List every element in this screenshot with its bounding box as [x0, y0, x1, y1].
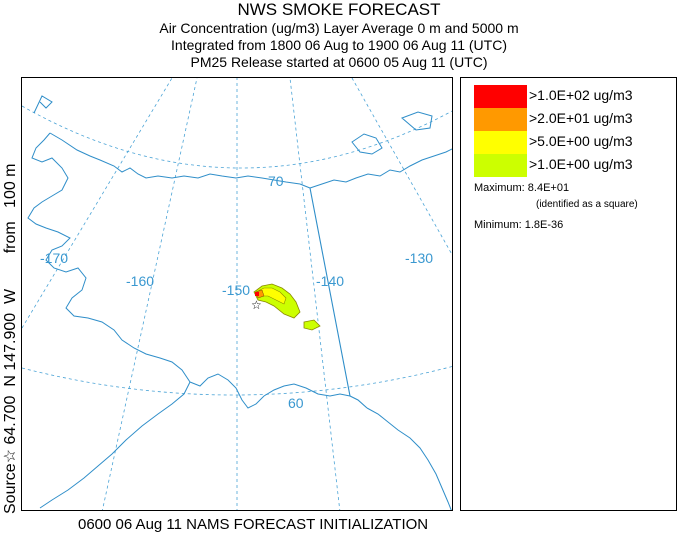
label-lon-160: -160: [126, 273, 154, 289]
legend-swatch-5: [474, 131, 527, 154]
subtitle-layer: Air Concentration (ug/m3) Layer Average …: [159, 20, 519, 36]
lon-line-170: [22, 78, 173, 329]
legend-label-20: >2.0E+01 ug/m3: [529, 110, 633, 126]
label-lon-170: -170: [40, 250, 68, 266]
source-word: Source: [2, 463, 19, 514]
label-lat-60: 60: [288, 395, 304, 411]
source-marker-icon: ☆: [251, 298, 262, 312]
lat-line-70: [22, 105, 452, 169]
legend-label-5: >5.0E+00 ug/m3: [529, 133, 633, 149]
legend-minimum: Minimum: 1.8E-36: [474, 219, 564, 231]
source-label: Source☆ 64.700 N 147.900 W from 100 m: [0, 163, 20, 514]
label-lon-130: -130: [405, 250, 433, 266]
label-lon-140: -140: [316, 273, 344, 289]
plume-contour-tail: [303, 319, 321, 331]
plume-max-square: [255, 292, 259, 296]
map-canvas: 70 60 -170 -160 -150 -140 -130 ☆: [22, 78, 452, 510]
chart-title: NWS SMOKE FORECAST: [237, 0, 441, 19]
lon-line-140: [289, 78, 341, 510]
forecast-initialization: 0600 06 Aug 11 NAMS FORECAST INITIALIZAT…: [78, 516, 429, 533]
lon-line-160: [102, 78, 198, 510]
legend-label-1: >1.0E+00 ug/m3: [529, 156, 633, 172]
map-panel: 70 60 -170 -160 -150 -140 -130 ☆: [21, 77, 453, 511]
lat-line-60: [22, 366, 452, 396]
legend-swatch-1: [474, 154, 527, 177]
source-star-icon: ☆: [2, 448, 19, 464]
label-lat-70: 70: [268, 173, 284, 189]
canada-coastline: [309, 111, 452, 510]
legend-panel: >1.0E+02 ug/m3 >2.0E+01 ug/m3 >5.0E+00 u…: [460, 77, 677, 511]
legend-maximum: Maximum: 8.4E+01: [474, 182, 570, 194]
legend-label-100: >1.0E+02 ug/m3: [529, 87, 633, 103]
subtitle-integration: Integrated from 1800 06 Aug to 1900 06 A…: [171, 37, 507, 53]
subtitle-release: PM25 Release started at 0600 05 Aug 11 (…: [190, 54, 488, 70]
legend-swatch-20: [474, 108, 527, 131]
legend-maximum-note: (identified as a square): [536, 199, 638, 210]
label-lon-150: -150: [222, 282, 250, 298]
alaska-coastline: [27, 95, 351, 509]
source-coords: 64.700 N 147.900 W from 100 m: [2, 163, 19, 449]
legend-swatch-100: [474, 85, 527, 108]
canada-border: [299, 183, 368, 409]
lon-line-130: [351, 78, 452, 256]
